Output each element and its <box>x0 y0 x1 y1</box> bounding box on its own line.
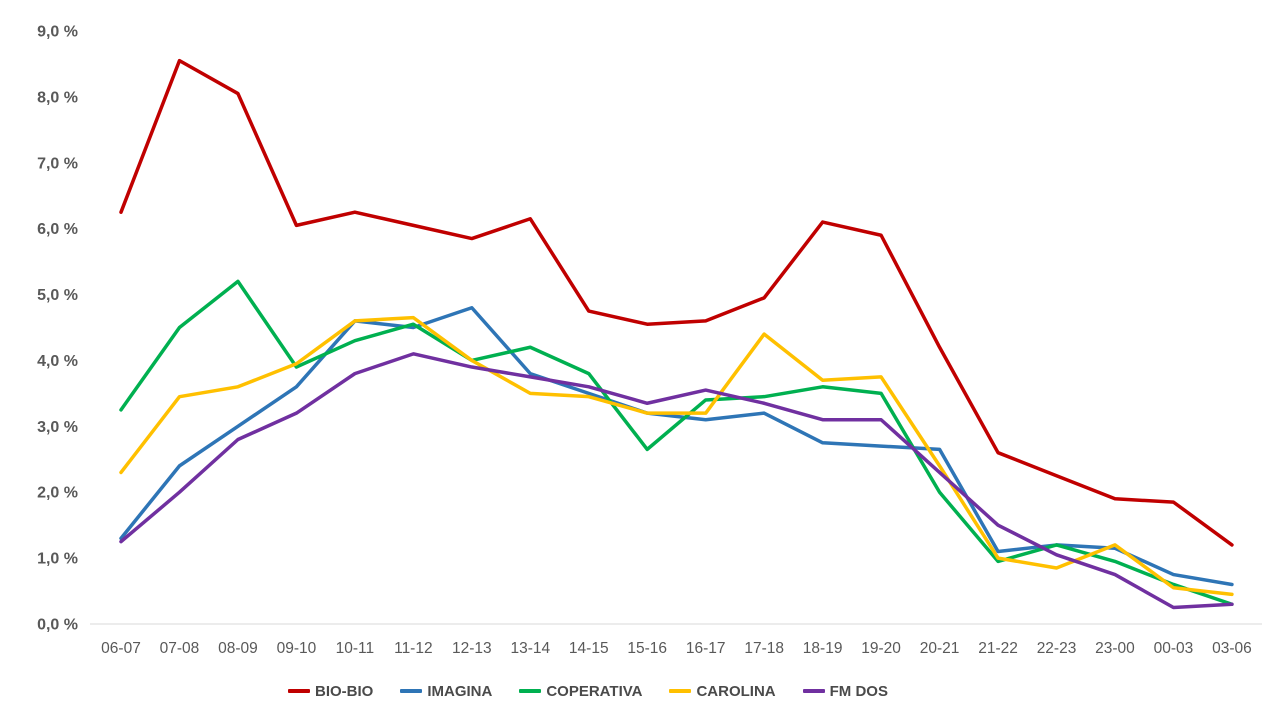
x-axis-tick-label: 19-20 <box>861 640 901 657</box>
x-axis-tick-label: 08-09 <box>218 640 258 657</box>
series-line-coperativa <box>119 279 1234 606</box>
y-axis-tick-label: 9,0 % <box>37 23 78 40</box>
x-axis-tick-label: 17-18 <box>744 640 784 657</box>
x-axis-tick-label: 21-22 <box>978 640 1018 657</box>
x-axis-tick-label: 22-23 <box>1037 640 1077 657</box>
legend-label: COPERATIVA <box>546 682 643 700</box>
legend-item-imagina: IMAGINA <box>400 683 492 700</box>
legend-label: FM DOS <box>829 682 888 700</box>
legend-label: IMAGINA <box>427 682 493 700</box>
series-line-carolina <box>119 315 1234 597</box>
legend-item-carolina: CAROLINA <box>669 682 776 700</box>
y-axis-tick-label: 8,0 % <box>37 89 78 106</box>
y-axis-tick-label: 7,0 % <box>37 155 78 172</box>
x-axis-tick-label: 20-21 <box>920 640 960 657</box>
series-line-imagina <box>119 305 1234 587</box>
x-axis-tick-label: 16-17 <box>686 640 726 657</box>
legend-line-swatch <box>802 689 825 693</box>
x-axis-tick-label: 09-10 <box>277 640 317 657</box>
x-axis-tick-label: 15-16 <box>627 640 667 657</box>
legend-item-fm-dos: FM DOS <box>802 682 888 700</box>
y-axis-tick-label: 5,0 % <box>37 287 78 304</box>
x-axis-tick-label: 12-13 <box>452 640 492 657</box>
x-axis-tick-label: 13-14 <box>510 640 550 657</box>
legend-label: CAROLINA <box>696 682 776 700</box>
x-axis-tick-label: 06-07 <box>101 640 141 657</box>
y-axis-tick-label: 3,0 % <box>37 419 78 436</box>
y-axis-tick-label: 2,0 % <box>37 485 78 502</box>
y-axis-tick-label: 0,0 % <box>37 617 78 634</box>
legend-line-swatch <box>288 689 310 693</box>
legend-line-swatch <box>519 689 542 693</box>
x-axis-tick-label: 10-11 <box>336 640 375 657</box>
chart-legend: BIO-BIO IMAGINA COPERATIVA CAROLINA FM DOS <box>0 678 1228 704</box>
x-axis-tick-label: 14-15 <box>569 640 609 657</box>
x-axis-tick-label: 23-00 <box>1095 640 1135 657</box>
y-axis-tick-label: 6,0 % <box>37 221 78 238</box>
legend-item-bio-bio: BIO-BIO <box>288 683 373 700</box>
legend-line-swatch <box>669 689 692 693</box>
series-line-bio-bio <box>119 58 1234 547</box>
legend-label: BIO-BIO <box>315 682 374 700</box>
x-axis-tick-label: 11-12 <box>394 640 433 657</box>
x-axis-tick-label: 03-06 <box>1212 640 1252 657</box>
x-axis-tick-label: 07-08 <box>160 640 200 657</box>
x-axis-tick-label: 18-19 <box>803 640 843 657</box>
y-axis-tick-label: 1,0 % <box>37 551 78 568</box>
series-line-fm-dos <box>119 352 1234 610</box>
x-axis-tick-label: 00-03 <box>1154 640 1194 657</box>
legend-item-coperativa: COPERATIVA <box>519 683 642 700</box>
y-axis-tick-label: 4,0 % <box>37 353 78 370</box>
legend-line-swatch <box>400 689 423 693</box>
